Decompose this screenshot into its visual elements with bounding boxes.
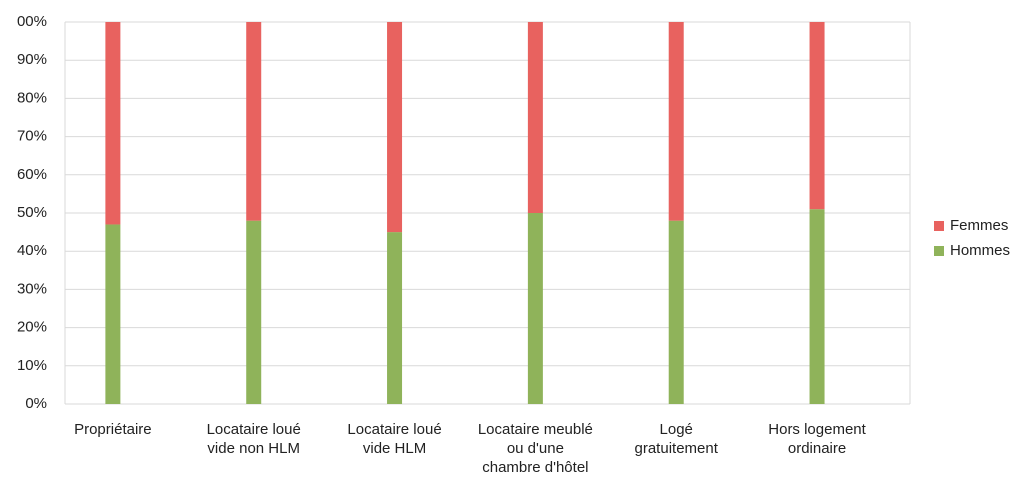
bar: [246, 220, 262, 404]
y-tick-label: 60%: [17, 166, 47, 183]
y-tick-label: 00%: [17, 13, 47, 30]
x-tick-label: Locataire meublé ou d'une chambre d'hôte…: [477, 421, 593, 476]
x-tick-label: Logé gratuitement: [634, 421, 718, 457]
bar: [809, 209, 825, 404]
bar: [105, 22, 121, 225]
x-tick-label: Hors logement ordinaire: [768, 421, 866, 457]
legend-swatch: [934, 246, 944, 256]
bar: [527, 213, 543, 404]
bar: [809, 22, 825, 210]
bar: [387, 232, 403, 404]
y-tick-label: 80%: [17, 89, 47, 106]
bar: [105, 224, 121, 404]
bar: [246, 22, 262, 221]
bar: [668, 220, 684, 404]
y-tick-label: 40%: [17, 242, 47, 259]
legend-label: Femmes: [950, 217, 1008, 234]
x-tick-label: Locataire loué vide non HLM: [206, 421, 301, 457]
y-tick-label: 70%: [17, 128, 47, 145]
y-tick-label: 90%: [17, 51, 47, 68]
bar: [668, 22, 684, 221]
y-tick-label: 30%: [17, 280, 47, 297]
x-tick-label: Propriétaire: [74, 421, 152, 438]
y-tick-label: 50%: [17, 204, 47, 221]
x-tick-label: Locataire loué vide HLM: [347, 421, 442, 457]
legend-swatch: [934, 221, 944, 231]
y-tick-label: 10%: [17, 357, 47, 374]
bar: [387, 22, 403, 233]
bar: [527, 22, 543, 213]
legend-label: Hommes: [950, 242, 1010, 259]
y-tick-label: 0%: [25, 395, 47, 412]
y-tick-label: 20%: [17, 319, 47, 336]
